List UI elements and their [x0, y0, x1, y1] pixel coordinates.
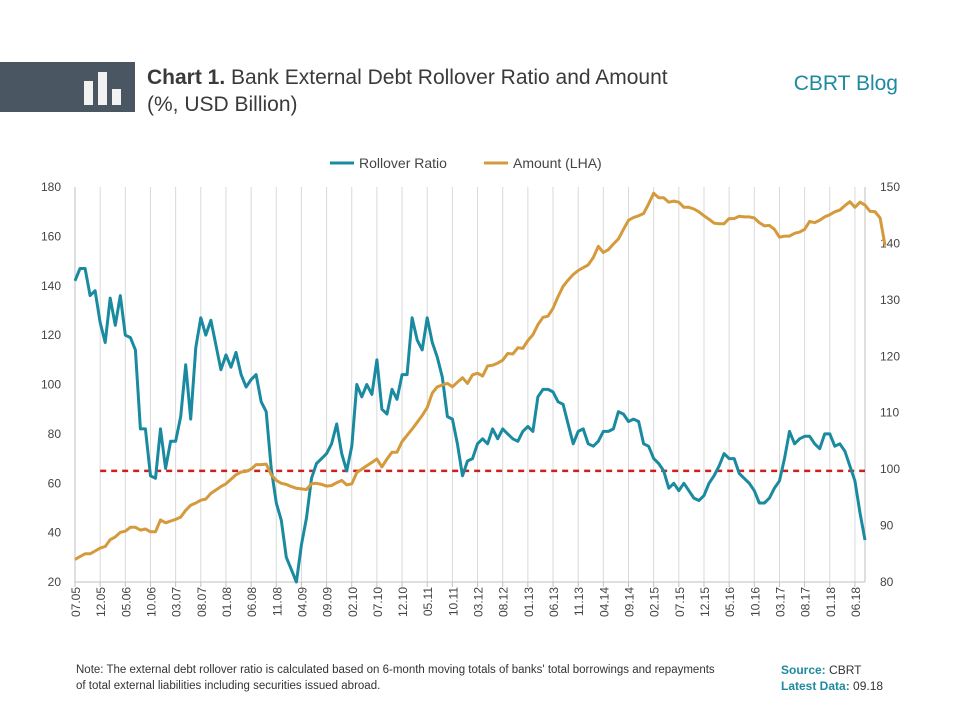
y-left-tick-label: 120 — [41, 328, 61, 342]
source-label: Source: — [781, 663, 826, 677]
x-tick-label: 05.06 — [119, 587, 133, 617]
source-block: Source: CBRT Latest Data: 09.18 — [781, 662, 883, 694]
x-tick-label: 02.15 — [648, 587, 662, 617]
y-right-tick-label: 100 — [880, 462, 900, 476]
rollover-ratio-line — [73, 267, 867, 584]
x-tick-label: 06.18 — [849, 587, 863, 617]
x-tick-label: 06.08 — [245, 587, 259, 617]
chart-title-number: Chart 1. — [147, 66, 226, 89]
x-tick-label: 05.16 — [723, 587, 737, 617]
x-tick-label: 10.16 — [748, 587, 762, 617]
x-tick-label: 01.08 — [220, 587, 234, 617]
x-tick-label: 07.15 — [673, 587, 687, 617]
x-tick-label: 03.12 — [472, 587, 486, 617]
y-left-tick-label: 60 — [48, 476, 62, 490]
x-tick-label: 08.12 — [497, 587, 511, 617]
x-tick-label: 01.18 — [824, 587, 838, 617]
latest-data-label: Latest Data: — [781, 679, 850, 693]
x-tick-label: 12.15 — [698, 587, 712, 617]
y-left-tick-label: 40 — [48, 526, 62, 540]
x-tick-label: 01.13 — [522, 587, 536, 617]
y-right-tick-label: 150 — [880, 180, 900, 194]
x-tick-label: 03.17 — [773, 587, 787, 617]
y-left-tick-label: 180 — [41, 180, 61, 194]
x-tick-label: 09.09 — [321, 587, 335, 617]
x-tick-label: 08.17 — [799, 587, 813, 617]
y-right-tick-label: 110 — [880, 406, 899, 420]
y-right-tick-label: 80 — [880, 575, 894, 589]
x-tick-label: 12.05 — [94, 587, 108, 617]
chart-subtitle: (%, USD Billion) — [147, 93, 298, 116]
y-left-tick-label: 160 — [41, 229, 61, 243]
x-tick-label: 10.06 — [144, 587, 158, 617]
x-tick-label: 04.14 — [597, 587, 611, 617]
x-tick-label: 08.07 — [195, 587, 209, 617]
x-tick-label: 11.08 — [270, 587, 284, 616]
y-right-tick-label: 90 — [880, 519, 894, 533]
chart-title: Chart 1. Bank External Debt Rollover Rat… — [147, 64, 668, 118]
chart-title-text: Bank External Debt Rollover Ratio and Am… — [231, 66, 668, 89]
footer-note: Note: The external debt rollover ratio i… — [76, 664, 715, 692]
x-tick-label: 04.09 — [295, 587, 309, 617]
y-left-tick-label: 100 — [41, 378, 61, 392]
x-tick-label: 12.10 — [396, 587, 410, 617]
x-tick-label: 10.11 — [446, 587, 460, 616]
latest-data-value: 09.18 — [853, 679, 884, 693]
blog-logo: CBRT Blog — [793, 72, 898, 95]
source-value: CBRT — [829, 663, 862, 677]
bar-chart-icon — [84, 72, 121, 105]
x-tick-label: 03.07 — [170, 587, 184, 617]
legend-label-rollover: Rollover Ratio — [359, 155, 447, 171]
x-tick-label: 07.05 — [69, 587, 83, 617]
amount-line — [74, 191, 887, 561]
y-left-tick-label: 140 — [41, 279, 61, 293]
x-tick-label: 07.10 — [371, 587, 385, 617]
y-left-tick-label: 80 — [48, 427, 62, 441]
legend-label-amount: Amount (LHA) — [513, 155, 602, 171]
y-right-tick-label: 120 — [880, 349, 900, 363]
x-tick-label: 02.10 — [346, 587, 360, 617]
x-tick-label: 05.11 — [421, 587, 435, 616]
y-left-tick-label: 20 — [48, 575, 62, 589]
x-tick-label: 11.13 — [572, 587, 586, 616]
x-tick-label: 09.14 — [623, 587, 637, 617]
y-right-tick-label: 130 — [880, 293, 900, 307]
x-tick-label: 06.13 — [547, 587, 561, 617]
